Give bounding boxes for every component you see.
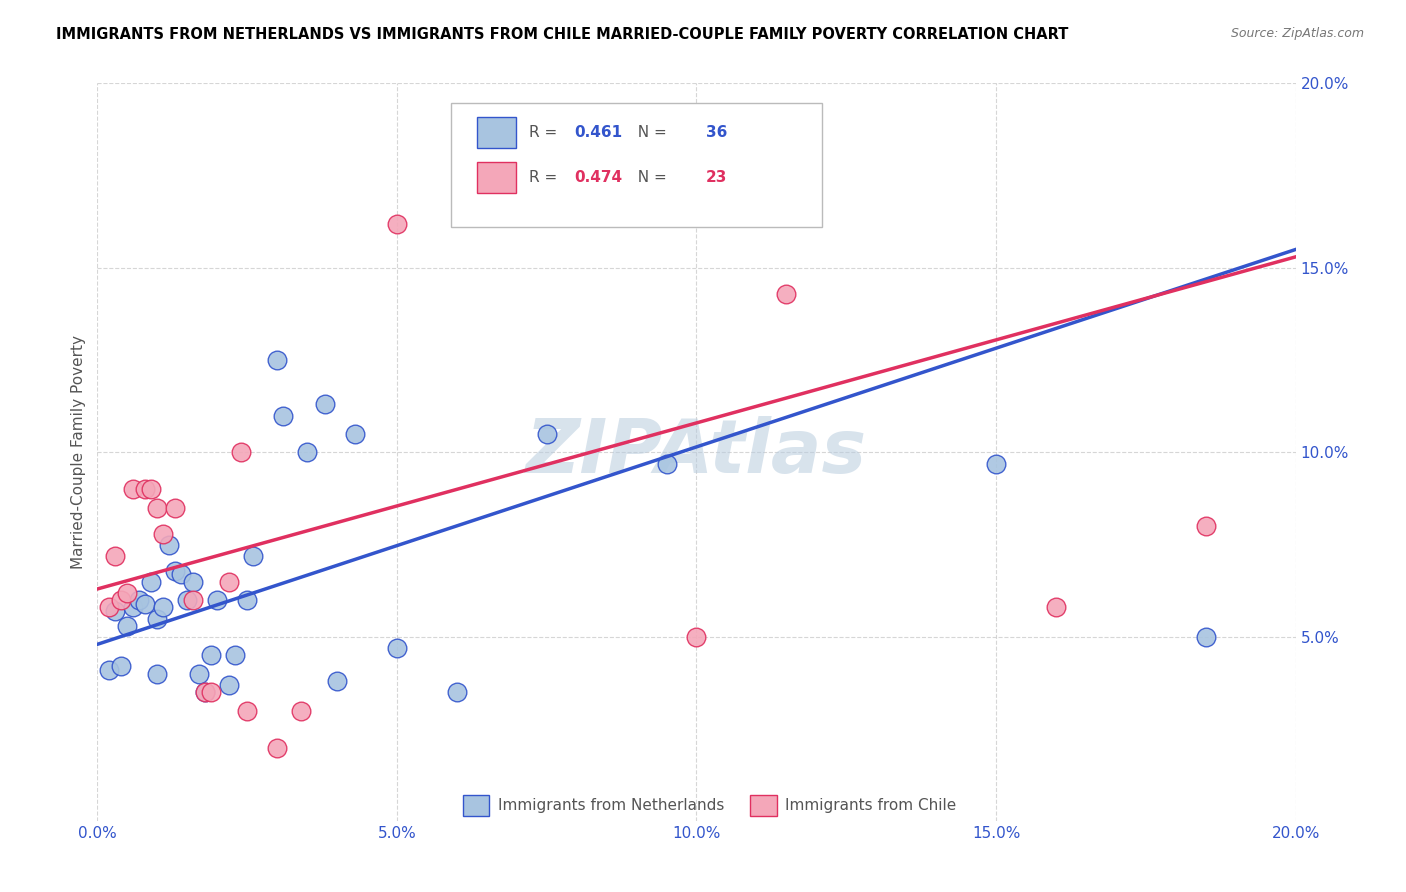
Point [110, 593, 132, 607]
Point [655, 457, 678, 471]
Point [242, 549, 264, 563]
Text: 36: 36 [706, 126, 727, 140]
Point [181, 593, 204, 607]
Point [1195, 630, 1218, 644]
Text: 0.461: 0.461 [574, 126, 623, 140]
Point [152, 600, 174, 615]
Point [685, 630, 707, 644]
Point [98, 663, 121, 677]
Point [104, 549, 127, 563]
Text: ZIPAtlas: ZIPAtlas [526, 416, 868, 489]
Point [295, 445, 318, 459]
Point [218, 678, 240, 692]
Point [104, 604, 127, 618]
Text: IMMIGRANTS FROM NETHERLANDS VS IMMIGRANTS FROM CHILE MARRIED-COUPLE FAMILY POVER: IMMIGRANTS FROM NETHERLANDS VS IMMIGRANT… [56, 27, 1069, 42]
Point [128, 593, 150, 607]
Point [117, 585, 139, 599]
Point [266, 740, 288, 755]
Point [1195, 519, 1218, 533]
Point [194, 685, 217, 699]
FancyBboxPatch shape [477, 118, 516, 148]
Point [224, 648, 246, 663]
Point [446, 685, 468, 699]
Point [236, 704, 259, 718]
Text: Source: ZipAtlas.com: Source: ZipAtlas.com [1230, 27, 1364, 40]
Point [141, 574, 163, 589]
Point [236, 593, 259, 607]
Point [122, 600, 145, 615]
Point [326, 674, 349, 689]
Point [271, 409, 294, 423]
Text: N =: N = [628, 169, 672, 185]
FancyBboxPatch shape [751, 795, 776, 815]
Text: 23: 23 [706, 169, 727, 185]
Point [536, 427, 558, 442]
Point [200, 648, 222, 663]
Point [165, 564, 187, 578]
Point [290, 704, 312, 718]
Point [117, 619, 139, 633]
Point [134, 597, 156, 611]
Text: R =: R = [529, 169, 562, 185]
Point [343, 427, 366, 442]
FancyBboxPatch shape [463, 795, 489, 815]
Point [188, 666, 211, 681]
Point [152, 526, 174, 541]
Point [146, 611, 169, 625]
Text: N =: N = [628, 126, 672, 140]
Point [775, 286, 797, 301]
Point [314, 397, 336, 411]
FancyBboxPatch shape [477, 161, 516, 193]
Point [157, 538, 180, 552]
Point [200, 685, 222, 699]
Point [385, 217, 408, 231]
Point [110, 659, 132, 673]
Point [181, 574, 204, 589]
Point [122, 483, 145, 497]
Point [176, 593, 198, 607]
Point [134, 483, 156, 497]
Point [218, 574, 240, 589]
Text: R =: R = [529, 126, 562, 140]
Point [205, 593, 228, 607]
Point [231, 445, 253, 459]
Point [194, 685, 217, 699]
Point [170, 567, 193, 582]
Text: Immigrants from Netherlands: Immigrants from Netherlands [498, 797, 724, 813]
Point [1045, 600, 1067, 615]
Text: Immigrants from Chile: Immigrants from Chile [785, 797, 956, 813]
Point [385, 640, 408, 655]
Point [141, 483, 163, 497]
Point [165, 500, 187, 515]
Point [98, 600, 121, 615]
Y-axis label: Married-Couple Family Poverty: Married-Couple Family Poverty [72, 335, 86, 569]
Point [146, 666, 169, 681]
Point [984, 457, 1007, 471]
Text: 0.474: 0.474 [574, 169, 623, 185]
FancyBboxPatch shape [451, 103, 823, 227]
Point [266, 353, 288, 368]
Point [146, 500, 169, 515]
